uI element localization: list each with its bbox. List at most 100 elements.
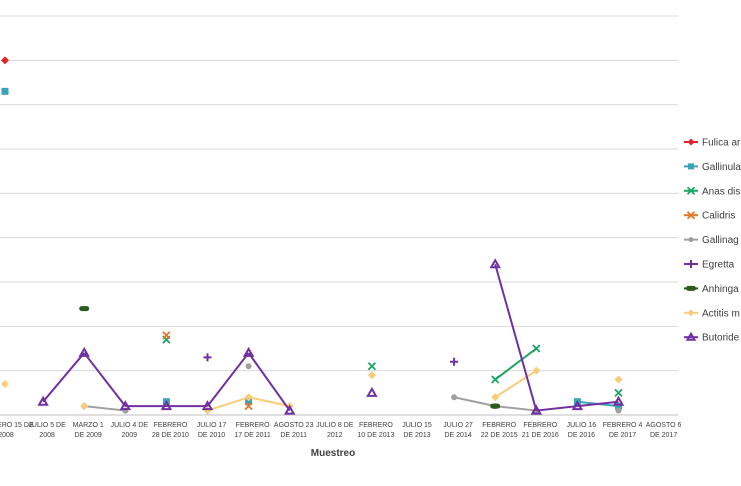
data-point	[367, 362, 377, 371]
x-tick-label: JULIO 5 DE 2008	[28, 422, 66, 439]
legend-label: Anas dis	[702, 186, 740, 197]
x-tick-label-line: DE 2013	[403, 432, 430, 439]
data-point	[612, 395, 625, 406]
x-tick-label-line: 22 DE 2015	[481, 432, 518, 439]
legend-item: Egretta	[684, 260, 735, 271]
x-tick-label-line: AGOSTO 23	[274, 422, 314, 429]
x-tick-label-line: DE 2016	[568, 432, 595, 439]
x-tick-label: FEBRERO 22 DE 2015	[481, 422, 518, 439]
x-tick-label: FEBRERO 17 DE 2011	[234, 422, 271, 439]
data-point	[685, 331, 697, 341]
data-point	[80, 402, 89, 411]
x-tick-label-line: 2009	[122, 432, 138, 439]
x-tick-label-line: 28 DE 2010	[152, 432, 189, 439]
x-tick-label-line: FEBRERO	[236, 422, 270, 429]
legend-item: Fulica ar	[684, 138, 741, 149]
data-point	[530, 404, 543, 415]
legend-label: Fulica ar	[702, 138, 741, 149]
x-tick-label-line: FEBRERO	[153, 422, 187, 429]
data-point	[686, 186, 696, 195]
x-tick-label: JULIO 17 DE 2010	[197, 422, 227, 439]
legend-item: Anas dis	[684, 186, 740, 197]
series-line	[453, 396, 496, 408]
x-tick-label: JULIO 8 DE 2012	[316, 422, 354, 439]
series-line	[494, 369, 537, 399]
data-point	[615, 407, 622, 414]
legend-item: Butoride	[684, 331, 740, 344]
x-tick-label-line: FEBRERO	[482, 422, 516, 429]
data-point	[687, 309, 695, 317]
x-tick-label-line: DE 2017	[650, 432, 677, 439]
data-point	[614, 388, 623, 397]
series-line	[84, 405, 126, 412]
series	[1, 56, 9, 65]
x-tick-label: FEBRERO 10 DE 2013	[357, 422, 394, 439]
legend: Fulica ar Gallinula Anas dis Calidris Gallin…	[684, 138, 741, 344]
legend-label: Butoride	[702, 333, 740, 344]
series	[203, 353, 459, 366]
series-group	[1, 56, 625, 415]
data-point	[532, 344, 541, 353]
data-point	[614, 375, 623, 384]
legend-label: Actitis m	[702, 308, 740, 319]
legend-label: Calidris	[702, 211, 735, 222]
x-tick-label-line: DE 2014	[444, 432, 471, 439]
data-point	[37, 395, 49, 406]
data-point	[244, 401, 253, 411]
series-line	[495, 405, 537, 412]
x-tick-label-line: JULIO 27	[443, 422, 473, 429]
legend-label: Anhinga	[702, 284, 739, 295]
x-tick-label-line: FEBRERO	[523, 422, 557, 429]
legend-item: Gallinula	[684, 162, 741, 173]
data-point	[1, 56, 9, 65]
x-tick-label-line: 10 DE 2013	[357, 432, 394, 439]
series-line	[42, 352, 85, 403]
x-tick-label: FEBRERO 21 DE 2016	[522, 422, 559, 439]
data-point	[78, 346, 90, 357]
x-tick-label-line: FEBRERO	[359, 422, 393, 429]
x-tick-label-line: 17 DE 2011	[234, 432, 271, 439]
data-point	[686, 285, 696, 291]
data-point	[1, 87, 9, 95]
x-tick-label-line: AGOSTO 6	[646, 422, 682, 429]
legend-item: Anhinga	[684, 284, 739, 295]
data-point	[242, 346, 255, 357]
x-tick-label: AGOSTO 23 DE 2011	[274, 422, 314, 439]
x-tick-label-line: 2008	[39, 432, 55, 439]
data-point	[491, 375, 500, 384]
series-line	[494, 263, 538, 411]
legend-item: Actitis m	[684, 308, 740, 319]
x-tick-label-line: 2008	[0, 432, 14, 439]
x-tick-label-line: 21 DE 2016	[522, 432, 559, 439]
data-point	[489, 258, 501, 269]
data-point	[686, 211, 696, 220]
data-point	[615, 402, 622, 410]
x-axis: FEBRERO 15 DE 2008 JULIO 5 DE 2008 MARZO 1 DE…	[0, 422, 682, 439]
data-point	[688, 237, 694, 243]
data-point	[201, 400, 214, 411]
x-tick-label-line: MARZO 1	[73, 422, 104, 429]
x-tick-label: JULIO 4 DE 2009	[111, 422, 149, 439]
series-line	[247, 352, 291, 412]
x-tick-label: JULIO 16 DE 2016	[567, 422, 597, 439]
data-point	[160, 400, 173, 411]
data-point	[79, 306, 90, 312]
x-tick-label: FEBRERO 15 DE 2008	[0, 422, 34, 439]
series-line	[494, 347, 537, 381]
data-point	[451, 394, 458, 401]
data-point	[687, 138, 695, 146]
x-tick-label-line: JULIO 16	[567, 422, 597, 429]
x-tick-label: FEBRERO 4 DE 2017	[603, 422, 643, 439]
x-tick-label: FEBRERO 28 DE 2010	[152, 422, 189, 439]
data-point	[245, 363, 252, 370]
series	[37, 258, 625, 415]
x-tick-label-line: JULIO 8 DE	[316, 422, 354, 429]
x-tick-label-line: FEBRERO 4	[603, 422, 643, 429]
x-tick-label: AGOSTO 6 DE 2017	[646, 422, 682, 439]
legend-item: Gallinag	[684, 235, 739, 246]
x-tick-label-line: JULIO 4 DE	[111, 422, 149, 429]
series-line	[207, 396, 249, 412]
data-point	[283, 404, 296, 415]
data-point	[490, 403, 501, 409]
